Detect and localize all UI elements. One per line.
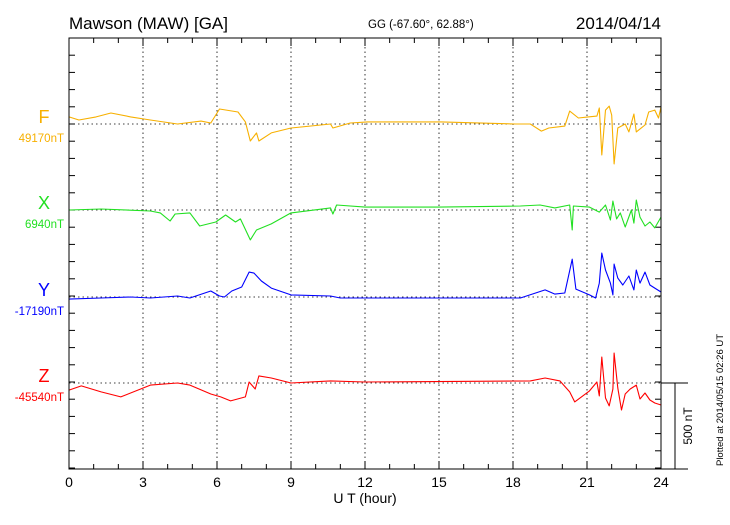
series-name-f: F — [39, 107, 50, 127]
series-name-z: Z — [39, 366, 50, 386]
series-baseline-f: 49170nT — [19, 133, 64, 145]
x-tick-label: 21 — [579, 474, 595, 490]
plot-frame — [68, 37, 662, 470]
plotted-at-note: Plotted at 2014/05/15 02:26 UT — [715, 334, 726, 466]
series-baseline-y: -17190nT — [15, 306, 64, 318]
x-tick-label: 15 — [431, 474, 447, 490]
scale-bar-label: 500 nT — [681, 407, 695, 445]
series-name-x: X — [38, 193, 50, 213]
series-labels: F 49170nT X 6940nT Y -17190nT Z -45540nT — [15, 107, 64, 404]
x-tick-labels: 0 3 6 9 12 15 18 21 24 — [65, 474, 669, 490]
chart-title: Mawson (MAW) [GA] — [69, 14, 228, 33]
series-group — [68, 105, 662, 411]
x-tick-label: 12 — [357, 474, 373, 490]
series-line-y — [68, 252, 662, 300]
x-tick-label: 0 — [65, 474, 73, 490]
series-name-y: Y — [38, 280, 50, 300]
x-tick-label: 3 — [139, 474, 147, 490]
x-tick-label: 6 — [213, 474, 221, 490]
series-baseline-z: -45540nT — [15, 392, 64, 404]
chart-date: 2014/04/14 — [576, 14, 661, 33]
chart-subtitle: GG (-67.60°, 62.88°) — [368, 19, 474, 31]
series-line-z — [68, 352, 662, 411]
grid — [69, 38, 661, 469]
series-baseline-x: 6940nT — [25, 219, 64, 231]
axis-ticks — [68, 37, 662, 469]
x-tick-label: 24 — [653, 474, 669, 490]
x-axis-label: U T (hour) — [333, 490, 396, 506]
x-tick-label: 9 — [287, 474, 295, 490]
scale-bar: 500 nT — [661, 382, 695, 470]
x-tick-label: 18 — [505, 474, 521, 490]
series-line-f — [68, 105, 662, 165]
series-line-x — [68, 199, 662, 241]
